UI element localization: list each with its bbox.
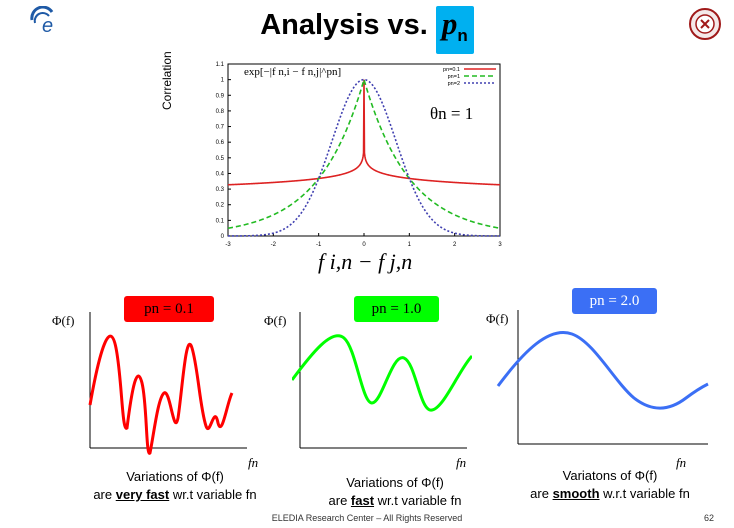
panel-3-pill: pn = 2.0 <box>572 288 657 314</box>
y-tick-label: 0.8 <box>216 109 225 115</box>
panel-3-plot <box>496 310 709 445</box>
series-line-3 <box>228 78 500 237</box>
x-tick-label: 0 <box>362 242 366 248</box>
x-tick-label: 2 <box>453 242 457 248</box>
y-tick-label: 0.2 <box>216 203 225 209</box>
x-tick-label: 3 <box>498 242 502 248</box>
panel-1-xaxis-label: fn <box>248 455 259 470</box>
panel-3-caption: Variatons of Φ(f) are smooth w.r.t varia… <box>530 468 690 501</box>
panel-3-curve <box>496 331 709 410</box>
panel-1-plot <box>88 312 247 455</box>
series-line-1 <box>227 79 501 186</box>
legend-label-1: pn=0.1 <box>443 67 460 73</box>
y-tick-label: 0.3 <box>216 187 225 193</box>
chart-xlabel: f i,n − f j,n <box>318 249 413 274</box>
panel-3-yaxis-label: Φ(f) <box>486 311 509 326</box>
y-tick-label: 0.1 <box>216 218 225 224</box>
svg-text:e: e <box>42 15 53 34</box>
panel-1-yaxis-label: Φ(f) <box>52 313 75 328</box>
title-p-badge: pn <box>435 6 474 55</box>
y-tick-label: 0.9 <box>216 93 225 99</box>
panel-2-caption: Variations of Φ(f) are fast wr.t variabl… <box>328 475 462 508</box>
y-tick-label: 0.7 <box>216 125 225 131</box>
chart-theta-annotation: θn = 1 <box>430 104 474 123</box>
x-tick-label: -3 <box>225 242 231 248</box>
panel-2-pill: pn = 1.0 <box>354 296 439 322</box>
panel-2-plot <box>292 312 472 449</box>
chart-ylabel: Correlation <box>160 51 174 110</box>
title-prefix: Analysis vs. <box>260 9 428 41</box>
panel-2-yaxis-label: Φ(f) <box>264 313 287 328</box>
eledia-logo-icon: e <box>30 6 54 34</box>
y-tick-label: 0.4 <box>216 171 225 177</box>
y-tick-label: 0.5 <box>216 156 225 162</box>
page-number: 62 <box>704 513 715 523</box>
panel-2-curve <box>292 334 472 412</box>
footer: ELEDIA Research Center – All Rights Rese… <box>271 513 463 523</box>
panel-2-xaxis-label: fn <box>456 455 467 470</box>
panel-1-curve <box>88 334 234 455</box>
y-tick-label: 0 <box>221 234 225 240</box>
panel-1-pill: pn = 0.1 <box>124 296 214 322</box>
x-tick-label: -1 <box>316 242 322 248</box>
panel-3-xaxis-label: fn <box>676 455 687 470</box>
legend-label-2: pn=1 <box>448 74 460 80</box>
y-tick-label: 0.6 <box>216 140 225 146</box>
y-tick-label: 1 <box>221 78 225 84</box>
chart-formula-annotation: exp[−|f n,i − f n,j|^pn] <box>244 66 342 78</box>
x-tick-label: -2 <box>271 242 277 248</box>
legend-label-3: pn=2 <box>448 81 460 87</box>
correlation-chart: -3 -2 -1 0 1 2 3 0 0.1 0.2 0.3 0.4 0.5 0.6 0.7 0.8 0.9 1 1… <box>216 62 503 248</box>
y-tick-label: 1.1 <box>216 62 225 68</box>
x-tick-label: 1 <box>408 242 412 248</box>
slide-title: Analysis vs. pn <box>0 6 734 55</box>
panel-1-caption: Variations of Φ(f) are very fast wr.t va… <box>93 469 257 502</box>
university-seal-icon <box>689 8 721 40</box>
